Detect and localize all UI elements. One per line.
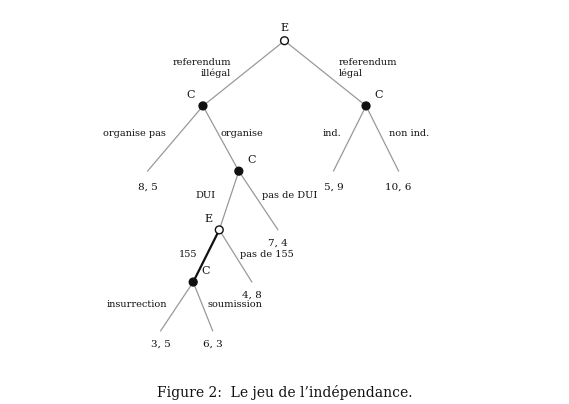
Text: soumission: soumission [208, 301, 263, 309]
Text: organise pas: organise pas [102, 129, 166, 138]
Text: 4, 8: 4, 8 [242, 290, 262, 300]
Text: C: C [201, 266, 210, 276]
Circle shape [199, 102, 207, 110]
Circle shape [189, 278, 197, 286]
Text: organise: organise [221, 129, 263, 138]
Text: referendum
légal: referendum légal [339, 59, 397, 78]
Text: 10, 6: 10, 6 [385, 183, 412, 192]
Circle shape [235, 167, 243, 175]
Text: 8, 5: 8, 5 [138, 183, 158, 192]
Text: referendum
illégal: referendum illégal [172, 59, 230, 78]
Text: C: C [374, 90, 383, 100]
Text: pas de 155: pas de 155 [241, 250, 294, 259]
Text: 3, 5: 3, 5 [151, 339, 171, 349]
Text: 6, 3: 6, 3 [203, 339, 222, 349]
Text: ind.: ind. [323, 129, 341, 138]
Text: non ind.: non ind. [389, 129, 429, 138]
Text: E: E [281, 23, 288, 33]
Text: Figure 2:  Le jeu de l’indépendance.: Figure 2: Le jeu de l’indépendance. [156, 385, 413, 400]
Circle shape [281, 37, 288, 44]
Text: 7, 4: 7, 4 [268, 238, 288, 247]
Circle shape [362, 102, 370, 110]
Text: E: E [205, 214, 213, 224]
Text: C: C [186, 90, 195, 100]
Text: C: C [247, 155, 255, 165]
Circle shape [215, 226, 223, 234]
Text: DUI: DUI [196, 191, 216, 200]
Text: 5, 9: 5, 9 [324, 183, 343, 192]
Text: insurrection: insurrection [106, 301, 167, 309]
Text: 155: 155 [179, 250, 197, 259]
Text: pas de DUI: pas de DUI [262, 191, 317, 200]
